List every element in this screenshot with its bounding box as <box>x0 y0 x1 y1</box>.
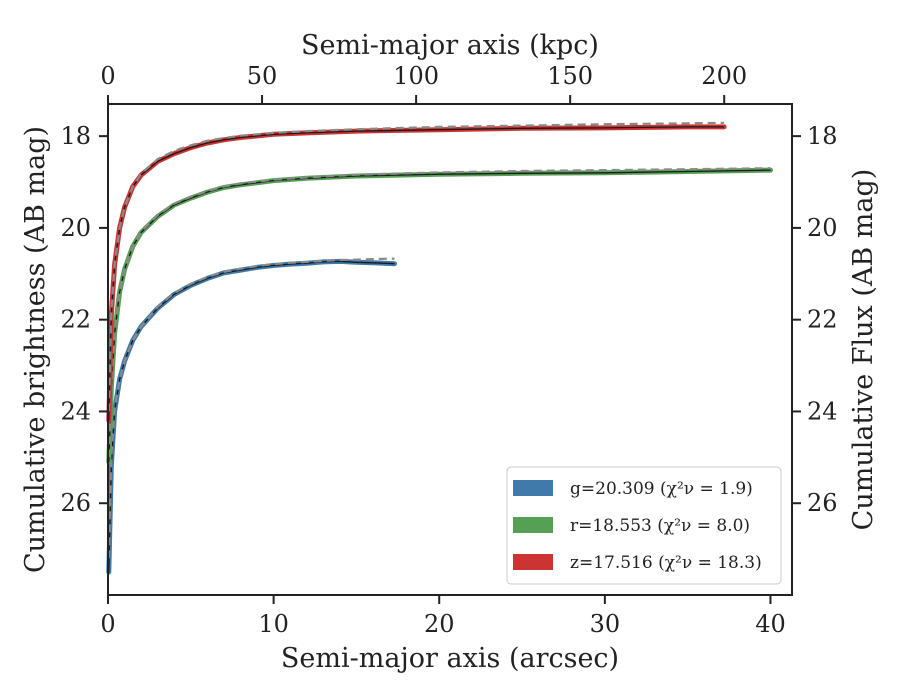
y2-tick-label: 26 <box>807 489 838 517</box>
series-r-model <box>107 167 771 458</box>
curve-layer <box>106 121 773 575</box>
series-z-model <box>107 121 725 412</box>
series-r-band <box>106 167 773 465</box>
x2-tick-label: 200 <box>701 62 747 90</box>
series-g-band <box>106 258 397 575</box>
x-tick-label: 10 <box>258 610 289 638</box>
legend-label-g: g=20.309 (χ²ν = 1.9) <box>570 479 753 499</box>
y-axis-label: Cumulative brightness (AB mag) <box>20 126 51 573</box>
y2-tick-label: 20 <box>807 214 838 242</box>
x-tick-label: 30 <box>590 610 621 638</box>
x2-tick-label: 150 <box>547 62 593 90</box>
x-tick-label: 0 <box>100 610 115 638</box>
y-tick-label: 26 <box>60 489 91 517</box>
axes-layer: 0 10 20 30 40 0 50 100 150 200 18 20 22 24 26 18 20 22 24 2… <box>20 30 879 674</box>
series-g-model <box>107 257 395 559</box>
plot-frame <box>107 103 793 596</box>
x2-axis-label: Semi-major axis (kpc) <box>301 30 599 61</box>
legend: g=20.309 (χ²ν = 1.9) r=18.553 (χ²ν = 8.0)… <box>506 466 782 585</box>
y2-tick-label: 18 <box>807 122 838 150</box>
legend-label-r: r=18.553 (χ²ν = 8.0) <box>570 516 750 536</box>
legend-swatch-g <box>513 480 553 496</box>
y2-tick-label: 22 <box>807 306 838 334</box>
series-r-line <box>108 169 771 462</box>
x-tick-label: 20 <box>424 610 455 638</box>
legend-box <box>506 466 782 585</box>
x-tick-label: 40 <box>755 610 786 638</box>
x2-tick-label: 0 <box>100 62 115 90</box>
x2-tick-label: 50 <box>247 62 278 90</box>
y-tick-label: 18 <box>60 122 91 150</box>
y2-axis-label: Cumulative Flux (AB mag) <box>848 169 879 531</box>
x2-tick-label: 100 <box>393 62 439 90</box>
legend-label-z: z=17.516 (χ²ν = 18.3) <box>570 553 762 573</box>
legend-swatch-z <box>513 554 553 570</box>
series-z-line <box>108 126 725 421</box>
y-tick-label: 20 <box>60 214 91 242</box>
x-axis-label: Semi-major axis (arcsec) <box>281 643 619 674</box>
series-g-line <box>108 260 395 573</box>
y-tick-label: 24 <box>60 397 91 425</box>
legend-swatch-r <box>513 517 553 533</box>
y2-tick-label: 24 <box>807 397 838 425</box>
y-tick-label: 22 <box>60 306 91 334</box>
